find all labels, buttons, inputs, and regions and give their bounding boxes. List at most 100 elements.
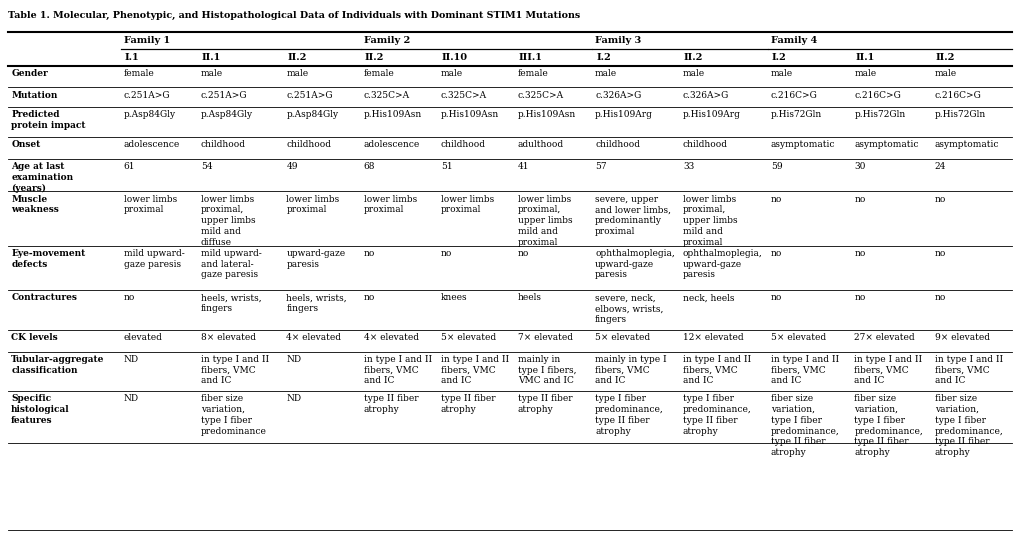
Text: lower limbs
proximal,
upper limbs
mild and
diffuse: lower limbs proximal, upper limbs mild a…	[201, 194, 256, 247]
Text: heels, wrists,
fingers: heels, wrists, fingers	[201, 294, 262, 313]
Text: no: no	[855, 194, 866, 203]
Text: male: male	[201, 69, 223, 78]
Text: in type I and II
fibers, VMC
and IC: in type I and II fibers, VMC and IC	[855, 355, 923, 386]
Text: II.2: II.2	[683, 53, 704, 62]
Text: 8× elevated: 8× elevated	[201, 333, 256, 342]
Text: adulthood: adulthood	[518, 140, 564, 149]
Text: 61: 61	[124, 162, 135, 171]
Text: 54: 54	[201, 162, 212, 171]
Text: no: no	[935, 249, 946, 258]
Text: II.1: II.1	[202, 53, 221, 62]
Text: II.1: II.1	[856, 53, 874, 62]
Text: asymptomatic: asymptomatic	[935, 140, 999, 149]
Text: type I fiber
predominance,
type II fiber
atrophy: type I fiber predominance, type II fiber…	[682, 395, 751, 436]
Text: III.1: III.1	[519, 53, 542, 62]
Text: 68: 68	[364, 162, 375, 171]
Text: mainly in type I
fibers, VMC
and IC: mainly in type I fibers, VMC and IC	[595, 355, 666, 386]
Text: c.325C>A: c.325C>A	[518, 91, 564, 100]
Text: fiber size
variation,
type I fiber
predominance,
type II fiber
atrophy: fiber size variation, type I fiber predo…	[855, 395, 923, 457]
Text: asymptomatic: asymptomatic	[855, 140, 919, 149]
Text: c.216C>G: c.216C>G	[935, 91, 982, 100]
Text: p.His72Gln: p.His72Gln	[855, 111, 906, 120]
Text: mild upward-
gaze paresis: mild upward- gaze paresis	[124, 249, 185, 269]
Text: fiber size
variation,
type I fiber
predominance: fiber size variation, type I fiber predo…	[201, 395, 267, 436]
Text: severe, neck,
elbows, wrists,
fingers: severe, neck, elbows, wrists, fingers	[595, 294, 663, 324]
Text: lower limbs
proximal,
upper limbs
mild and
proximal: lower limbs proximal, upper limbs mild a…	[518, 194, 573, 247]
Text: male: male	[935, 69, 957, 78]
Text: p.His72Gln: p.His72Gln	[771, 111, 822, 120]
Text: Family 2: Family 2	[364, 36, 410, 45]
Text: c.326A>G: c.326A>G	[595, 91, 642, 100]
Text: no: no	[935, 194, 946, 203]
Text: I.2: I.2	[596, 53, 610, 62]
Text: ND: ND	[124, 355, 139, 364]
Text: ophthalmoplegia,
upward-gaze
paresis: ophthalmoplegia, upward-gaze paresis	[682, 249, 763, 279]
Text: male: male	[682, 69, 705, 78]
Text: ND: ND	[287, 395, 301, 403]
Text: no: no	[855, 249, 866, 258]
Text: Predicted
protein impact: Predicted protein impact	[11, 111, 85, 130]
Text: female: female	[364, 69, 394, 78]
Text: II.2: II.2	[288, 53, 307, 62]
Text: heels: heels	[518, 294, 541, 302]
Text: no: no	[771, 294, 782, 302]
Text: adolescence: adolescence	[124, 140, 179, 149]
Text: Gender: Gender	[11, 69, 48, 78]
Text: p.His109Arg: p.His109Arg	[682, 111, 741, 120]
Text: ophthalmoplegia,
upward-gaze
paresis: ophthalmoplegia, upward-gaze paresis	[595, 249, 674, 279]
Text: 9× elevated: 9× elevated	[935, 333, 990, 342]
Text: in type I and II
fibers, VMC
and IC: in type I and II fibers, VMC and IC	[201, 355, 269, 386]
Text: no: no	[518, 249, 529, 258]
Text: 5× elevated: 5× elevated	[441, 333, 496, 342]
Text: adolescence: adolescence	[364, 140, 420, 149]
Text: in type I and II
fibers, VMC
and IC: in type I and II fibers, VMC and IC	[441, 355, 509, 386]
Text: lower limbs
proximal: lower limbs proximal	[364, 194, 417, 214]
Text: II.10: II.10	[442, 53, 467, 62]
Text: c.251A>G: c.251A>G	[201, 91, 247, 100]
Text: c.251A>G: c.251A>G	[287, 91, 334, 100]
Text: 51: 51	[441, 162, 452, 171]
Text: 27× elevated: 27× elevated	[855, 333, 915, 342]
Text: 5× elevated: 5× elevated	[771, 333, 825, 342]
Text: p.Asp84Gly: p.Asp84Gly	[287, 111, 339, 120]
Text: c.251A>G: c.251A>G	[124, 91, 170, 100]
Text: in type I and II
fibers, VMC
and IC: in type I and II fibers, VMC and IC	[682, 355, 751, 386]
Text: fiber size
variation,
type I fiber
predominance,
type II fiber
atrophy: fiber size variation, type I fiber predo…	[771, 395, 840, 457]
Text: Specific
histological
features: Specific histological features	[11, 395, 70, 425]
Text: Age at last
examination
(years): Age at last examination (years)	[11, 162, 73, 193]
Text: lower limbs
proximal,
upper limbs
mild and
proximal: lower limbs proximal, upper limbs mild a…	[682, 194, 737, 247]
Text: in type I and II
fibers, VMC
and IC: in type I and II fibers, VMC and IC	[935, 355, 1003, 386]
Text: neck, heels: neck, heels	[682, 294, 734, 302]
Text: 41: 41	[518, 162, 529, 171]
Text: 12× elevated: 12× elevated	[682, 333, 743, 342]
Text: p.His109Asn: p.His109Asn	[518, 111, 576, 120]
Text: Contractures: Contractures	[11, 294, 77, 302]
Text: Tubular-aggregate
classification: Tubular-aggregate classification	[11, 355, 104, 374]
Text: no: no	[771, 194, 782, 203]
Text: II.2: II.2	[936, 53, 955, 62]
Text: Table 1. Molecular, Phenotypic, and Histopathological Data of Individuals with D: Table 1. Molecular, Phenotypic, and Hist…	[8, 11, 580, 20]
Text: childhood: childhood	[287, 140, 332, 149]
Text: 57: 57	[595, 162, 606, 171]
Text: male: male	[771, 69, 793, 78]
Text: II.2: II.2	[365, 53, 384, 62]
Text: p.Asp84Gly: p.Asp84Gly	[201, 111, 252, 120]
Text: p.His109Asn: p.His109Asn	[441, 111, 499, 120]
Text: in type I and II
fibers, VMC
and IC: in type I and II fibers, VMC and IC	[364, 355, 432, 386]
Text: Family 1: Family 1	[124, 36, 169, 45]
Text: no: no	[441, 249, 452, 258]
Text: p.Asp84Gly: p.Asp84Gly	[124, 111, 175, 120]
Text: fiber size
variation,
type I fiber
predominance,
type II fiber
atrophy: fiber size variation, type I fiber predo…	[935, 395, 1004, 457]
Text: p.His72Gln: p.His72Gln	[935, 111, 986, 120]
Text: 4× elevated: 4× elevated	[364, 333, 419, 342]
Text: Muscle
weakness: Muscle weakness	[11, 194, 59, 214]
Text: childhood: childhood	[595, 140, 640, 149]
Text: no: no	[771, 249, 782, 258]
Text: no: no	[124, 294, 135, 302]
Text: male: male	[855, 69, 876, 78]
Text: no: no	[364, 294, 375, 302]
Text: no: no	[855, 294, 866, 302]
Text: lower limbs
proximal: lower limbs proximal	[287, 194, 340, 214]
Text: childhood: childhood	[682, 140, 728, 149]
Text: male: male	[287, 69, 308, 78]
